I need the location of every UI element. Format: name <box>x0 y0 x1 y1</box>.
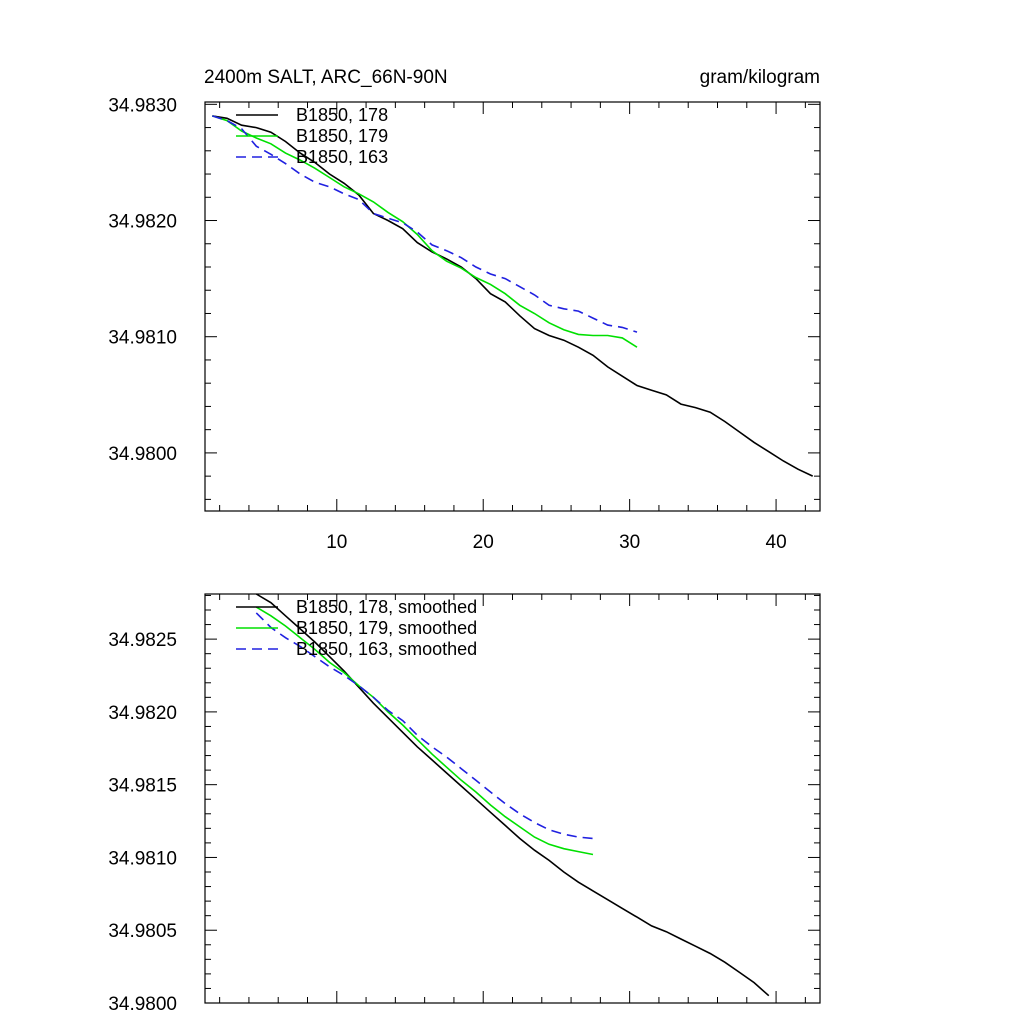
y-tick-label: 34.9825 <box>108 630 177 651</box>
series-line-2 <box>212 115 638 348</box>
y-tick-label: 34.9820 <box>108 703 177 724</box>
series-line-3 <box>212 115 638 333</box>
chart-units: gram/kilogram <box>700 67 820 88</box>
series-line-3 <box>255 612 594 840</box>
y-tick-label: 34.9810 <box>108 328 177 349</box>
y-tick-label: 34.9820 <box>108 212 177 233</box>
top-panel: 10 20 30 40 34.9830 34.9820 34.9810 34.9800 B185… <box>108 95 821 553</box>
x-tick-label: 20 <box>473 532 494 553</box>
x-tick-label: 30 <box>619 532 640 553</box>
y-tick-label: 34.9830 <box>108 95 177 116</box>
chart-title: 2400m SALT, ARC_66N-90N <box>204 67 448 88</box>
y-tick-label: 34.9800 <box>108 444 177 465</box>
legend-label: B1850, 179, smoothed <box>296 618 477 638</box>
bottom-panel: 34.9825 34.9820 34.9815 34.9810 34.9805 34.98… <box>108 593 821 1015</box>
legend-label: B1850, 163, smoothed <box>296 639 477 659</box>
series-line-1 <box>212 115 814 477</box>
y-tick-label: 34.9800 <box>108 994 177 1015</box>
y-tick-label: 34.9810 <box>108 848 177 869</box>
y-tick-label: 34.9815 <box>108 776 177 797</box>
legend-label: B1850, 179 <box>296 126 388 146</box>
y-tick-label: 34.9805 <box>108 921 177 942</box>
legend-label: B1850, 163 <box>296 147 388 167</box>
x-tick-label: 10 <box>326 532 347 553</box>
x-tick-label: 40 <box>766 532 787 553</box>
series-line-1 <box>255 593 770 997</box>
legend-label: B1850, 178 <box>296 105 388 125</box>
legend-label: B1850, 178, smoothed <box>296 597 477 617</box>
series-line-2 <box>255 606 594 856</box>
